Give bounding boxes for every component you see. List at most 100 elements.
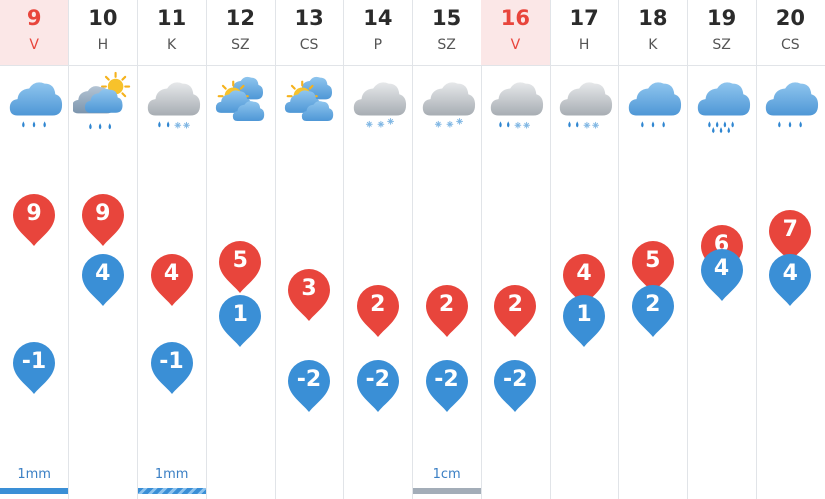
min-temp-value: 4 (713, 256, 730, 281)
day-header: 13 CS (275, 0, 344, 66)
day-header: 18 K (618, 0, 687, 66)
day-name: CS (299, 37, 319, 53)
max-temp-drop: 3 (284, 264, 334, 324)
max-temp-drop: 5 (215, 236, 265, 296)
day-name: K (648, 37, 658, 53)
cloud-rain-icon (623, 70, 683, 134)
max-temp-drop: 9 (78, 189, 128, 249)
cloud-light-snow-icon (417, 70, 477, 134)
precip-bar (412, 488, 481, 494)
max-temp-drop: 5 (628, 236, 678, 296)
day-header: 16 V (481, 0, 550, 66)
max-temp-drop: 2 (422, 280, 472, 340)
day-column[interactable]: 15 SZ 2 -2 1cm (412, 0, 482, 499)
min-temp-value: -2 (296, 367, 322, 392)
min-temp-drop: 1 (559, 290, 609, 350)
day-header: 17 H (550, 0, 619, 66)
day-column[interactable]: 10 H 9 4 (68, 0, 138, 499)
min-temp-drop: 2 (628, 280, 678, 340)
day-number: 19 (707, 6, 737, 30)
max-temp-value: 2 (370, 292, 386, 317)
max-temp-value: 4 (576, 261, 592, 286)
max-temp-value: 5 (232, 248, 248, 273)
min-temp-drop: -1 (9, 337, 59, 397)
precip-amount: 1cm (432, 467, 461, 482)
day-column[interactable]: 13 CS 3 -2 (275, 0, 345, 499)
min-temp-value: -2 (503, 367, 528, 392)
sun-clouds-icon (279, 70, 339, 134)
day-number: 14 (363, 6, 393, 30)
precip-bar (0, 488, 69, 494)
cloud-heavy-rain-icon (692, 70, 752, 134)
max-temp-value: 5 (645, 248, 661, 273)
day-number: 9 (26, 6, 42, 30)
precip-amount: 1mm (154, 467, 189, 482)
day-column[interactable]: 11 K 4 -1 1mm (137, 0, 207, 499)
max-temp-value: 3 (301, 276, 317, 301)
day-column[interactable]: 12 SZ 5 1 (206, 0, 276, 499)
min-temp-value: -1 (159, 349, 184, 374)
day-name: V (29, 37, 39, 53)
day-number: 18 (638, 6, 668, 30)
max-temp-drop: 9 (9, 189, 59, 249)
day-name: H (97, 37, 109, 53)
day-column[interactable]: 9 V 9 -1 1mm (0, 0, 70, 499)
cloud-light-snow-icon (348, 70, 408, 134)
max-temp-value: 2 (507, 292, 523, 317)
min-temp-value: 4 (782, 261, 798, 286)
min-temp-value: -1 (21, 349, 47, 374)
day-name: P (373, 37, 383, 53)
max-temp-value: 9 (26, 201, 42, 226)
day-column[interactable]: 19 SZ 6 4 (687, 0, 757, 499)
max-temp-value: 9 (95, 201, 111, 226)
day-number: 12 (225, 6, 255, 30)
day-name: H (578, 37, 590, 53)
day-number: 10 (88, 6, 118, 30)
max-temp-drop: 2 (490, 280, 540, 340)
min-temp-drop: -1 (147, 337, 197, 397)
min-temp-drop: 4 (78, 249, 128, 309)
day-column[interactable]: 14 P 2 -2 (343, 0, 413, 499)
day-column[interactable]: 20 CS 7 4 (756, 0, 825, 499)
min-temp-value: -2 (365, 367, 390, 392)
min-temp-drop: -2 (490, 355, 540, 415)
min-temp-value: 1 (232, 302, 248, 327)
min-temp-drop: -2 (353, 355, 403, 415)
min-temp-drop: 4 (765, 249, 815, 309)
max-temp-value: 7 (782, 217, 798, 242)
day-number: 16 (500, 6, 530, 30)
cloud-rain-icon (4, 70, 64, 134)
day-number: 13 (294, 6, 324, 30)
day-header: 10 H (68, 0, 137, 66)
min-temp-value: 1 (576, 302, 592, 327)
day-number: 17 (569, 6, 599, 30)
min-temp-drop: 1 (215, 290, 265, 350)
day-name: SZ (231, 37, 250, 53)
day-number: 15 (432, 6, 462, 30)
day-header: 9 V (0, 0, 69, 66)
cloud-sleet-icon (142, 70, 202, 134)
day-name: CS (781, 37, 800, 53)
min-temp-value: 4 (95, 261, 111, 286)
min-temp-drop: -2 (422, 355, 472, 415)
precip-bar (137, 488, 206, 494)
max-temp-drop: 4 (147, 249, 197, 309)
day-header: 19 SZ (687, 0, 756, 66)
max-temp-drop: 2 (353, 280, 403, 340)
min-temp-drop: 4 (697, 244, 747, 304)
day-column[interactable]: 17 H 4 1 (550, 0, 620, 499)
sun-cloud-rain-icon (71, 70, 133, 134)
day-header: 20 CS (756, 0, 825, 66)
max-temp-value: 4 (163, 261, 180, 286)
day-number: 11 (157, 6, 187, 30)
day-header: 14 P (343, 0, 412, 66)
cloud-rain-icon (760, 70, 820, 134)
max-temp-drop: 4 (559, 249, 609, 309)
day-header: 12 SZ (206, 0, 275, 66)
max-temp-drop: 7 (765, 205, 815, 265)
day-column[interactable]: 18 K 5 2 (618, 0, 688, 499)
day-column[interactable]: 16 V 2 -2 (481, 0, 551, 499)
day-name: V (510, 37, 521, 53)
day-name: K (167, 37, 177, 53)
